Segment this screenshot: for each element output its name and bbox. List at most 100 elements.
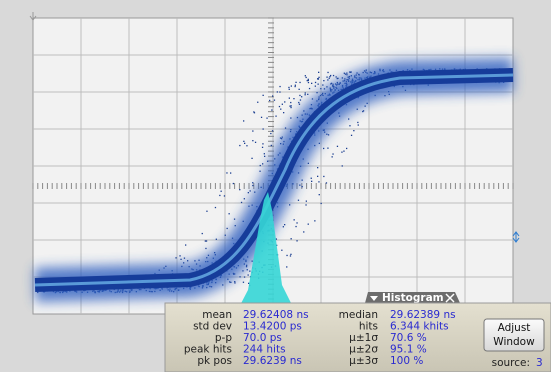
dot (308, 163, 309, 164)
dot (254, 112, 255, 113)
dot (298, 200, 299, 201)
dot (224, 195, 225, 196)
dot (259, 171, 260, 172)
dot (206, 211, 207, 212)
dot (299, 95, 300, 96)
dot (331, 83, 332, 84)
dot (243, 141, 244, 142)
dot (227, 228, 228, 229)
dot (251, 158, 252, 159)
dot (279, 106, 280, 107)
dot (305, 92, 306, 93)
dot (271, 109, 272, 110)
dot (234, 282, 235, 283)
dot (202, 233, 203, 234)
dot (322, 84, 323, 85)
dot (274, 100, 275, 101)
dot (362, 111, 363, 112)
dot (244, 276, 245, 277)
dot (317, 167, 318, 168)
stat-value: 100 % (390, 355, 423, 367)
dot (291, 238, 292, 239)
dot (248, 274, 249, 275)
dot (351, 135, 352, 136)
dot (290, 102, 291, 103)
dot (289, 204, 290, 205)
dot (290, 254, 291, 255)
dot (299, 89, 300, 90)
dot (262, 163, 263, 164)
source-value[interactable]: 3 (536, 357, 543, 369)
dot (239, 276, 240, 277)
scope-screen: Histogram mean29.62408 nsmedian29.62389 … (0, 0, 551, 372)
dot (184, 258, 185, 259)
dot (230, 282, 231, 283)
dot (205, 248, 206, 249)
stat-value: 6.344 khits (390, 321, 449, 333)
dot (318, 77, 319, 78)
dot (216, 239, 217, 240)
dot (289, 106, 290, 107)
dot (306, 77, 307, 78)
dot (261, 117, 262, 118)
dot (296, 222, 297, 223)
stat-label: μ±3σ (349, 355, 378, 367)
dot (318, 78, 319, 79)
dot (309, 88, 310, 89)
dot (307, 94, 308, 95)
dot (319, 194, 320, 195)
dot (234, 281, 235, 282)
stat-value: 29.62408 ns (243, 309, 309, 321)
dot (308, 224, 309, 225)
stat-label: pk pos (197, 355, 232, 367)
dot (323, 176, 324, 177)
dot (289, 89, 290, 90)
dot (295, 82, 296, 83)
dot (315, 86, 316, 87)
dot (305, 94, 306, 95)
stat-value: 95.1 % (390, 344, 427, 356)
dot (315, 82, 316, 83)
dot (239, 145, 240, 146)
dot (349, 125, 350, 126)
dot (311, 181, 312, 182)
dot (341, 152, 342, 153)
dot (327, 72, 328, 73)
dot (244, 198, 245, 199)
dot (365, 106, 366, 107)
dot (294, 219, 295, 220)
dot (329, 76, 330, 77)
dot (321, 203, 322, 204)
dot (187, 260, 188, 261)
dot (226, 172, 227, 173)
dot (215, 207, 216, 208)
dot (229, 213, 230, 214)
dot (332, 156, 333, 157)
dot (357, 122, 358, 123)
dot (318, 72, 319, 73)
dot (235, 225, 236, 226)
stat-value: 29.62389 ns (390, 309, 456, 321)
dot (332, 153, 333, 154)
dot (272, 95, 273, 96)
dot (206, 240, 207, 241)
dot (252, 140, 253, 141)
dot (255, 142, 256, 143)
dot (348, 118, 349, 119)
dot (314, 220, 315, 221)
dot (285, 127, 286, 128)
stat-label: μ±1σ (349, 332, 378, 344)
dot (281, 250, 282, 251)
dot (318, 181, 319, 182)
dot (302, 186, 303, 187)
dot (326, 77, 327, 78)
dot (249, 271, 250, 272)
dot (277, 91, 278, 92)
stat-value: 244 hits (243, 344, 286, 356)
dot (247, 269, 248, 270)
dot (221, 191, 222, 192)
dot (284, 101, 285, 102)
dot (346, 73, 347, 74)
dot (243, 282, 244, 283)
dot (318, 84, 319, 85)
